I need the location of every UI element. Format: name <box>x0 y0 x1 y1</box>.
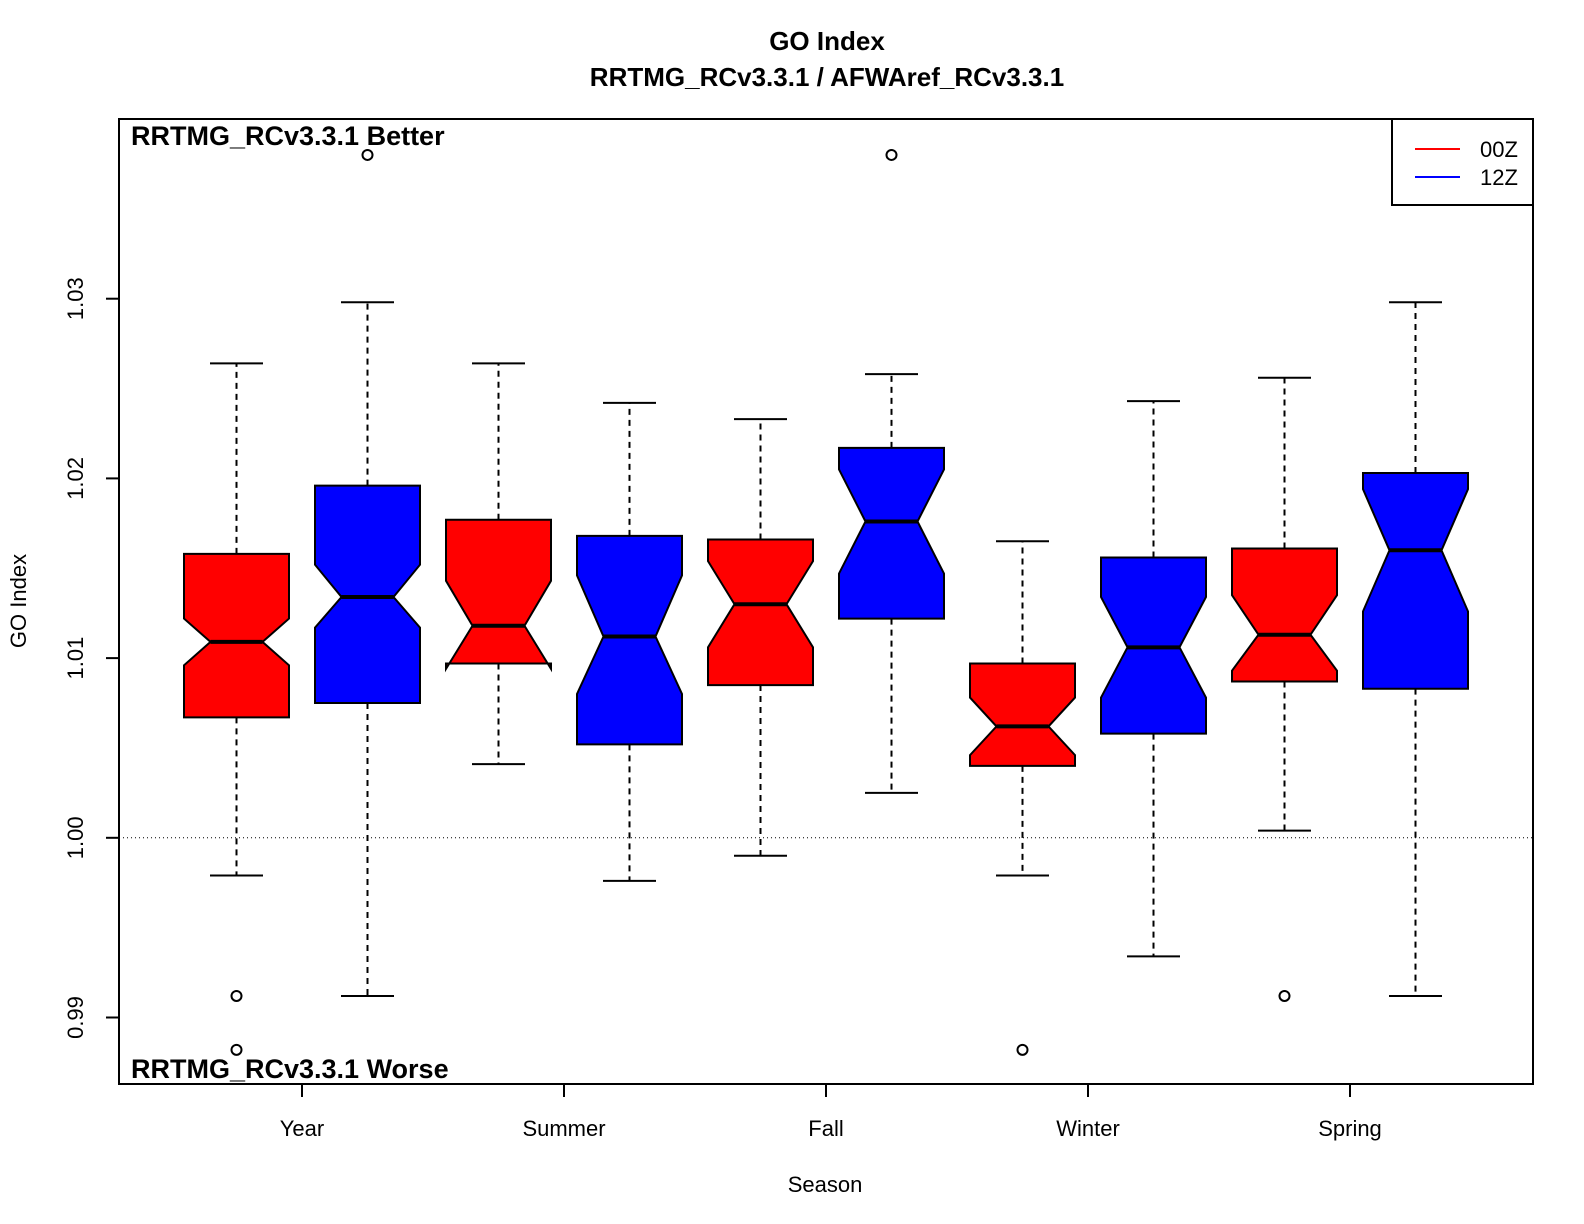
box-00z-summer <box>445 362 552 766</box>
x-axis: Year Summer Fall Winter Spring <box>280 1083 1382 1141</box>
y-axis-label: GO Index <box>6 554 31 648</box>
legend-label-12z: 12Z <box>1480 165 1518 190</box>
y-tick-label: 1.01 <box>63 637 88 680</box>
box-12z-year <box>314 148 421 997</box>
outlier-point <box>885 148 898 161</box>
y-tick-label: 0.99 <box>63 996 88 1039</box>
notched-box <box>445 518 552 673</box>
notched-box <box>183 552 290 719</box>
y-tick-label: 1.00 <box>63 816 88 859</box>
box-12z-fall <box>838 148 945 794</box>
boxes-layer <box>183 148 1469 1056</box>
x-tick-label: Winter <box>1056 1116 1120 1141</box>
worse-annotation: RRTMG_RCv3.3.1 Worse <box>131 1054 449 1084</box>
box-00z-year <box>183 362 290 1056</box>
x-axis-label: Season <box>788 1172 863 1197</box>
outlier-point <box>230 1043 243 1056</box>
box-12z-winter <box>1100 400 1207 958</box>
box-00z-spring <box>1231 376 1338 1002</box>
outlier-point <box>1016 1043 1029 1056</box>
box-00z-fall <box>707 418 814 857</box>
x-tick-label: Year <box>280 1116 324 1141</box>
notched-box <box>576 534 683 746</box>
notched-box <box>969 662 1076 767</box>
y-axis: 0.99 1.00 1.01 1.02 1.03 <box>63 277 120 1039</box>
x-tick-label: Summer <box>522 1116 605 1141</box>
box-12z-spring <box>1362 301 1469 997</box>
chart-title: GO Index <box>769 26 885 56</box>
legend-label-00z: 00Z <box>1480 137 1518 162</box>
notched-box <box>707 538 814 687</box>
notched-box <box>1231 547 1338 683</box>
box-12z-summer <box>576 401 683 882</box>
outlier-point <box>230 989 243 1002</box>
legend: 00Z 12Z <box>1391 118 1534 206</box>
outlier-point <box>1278 989 1291 1002</box>
notched-box <box>314 484 421 704</box>
notched-box <box>838 446 945 620</box>
y-tick-label: 1.03 <box>63 277 88 320</box>
y-tick-label: 1.02 <box>63 457 88 500</box>
x-tick-label: Spring <box>1318 1116 1382 1141</box>
outlier-point <box>361 148 374 161</box>
box-00z-winter <box>969 540 1076 1056</box>
legend-box <box>1391 118 1534 206</box>
better-annotation: RRTMG_RCv3.3.1 Better <box>131 121 445 151</box>
chart-subtitle: RRTMG_RCv3.3.1 / AFWAref_RCv3.3.1 <box>590 62 1064 92</box>
notched-box <box>1362 472 1469 690</box>
x-tick-label: Fall <box>808 1116 843 1141</box>
